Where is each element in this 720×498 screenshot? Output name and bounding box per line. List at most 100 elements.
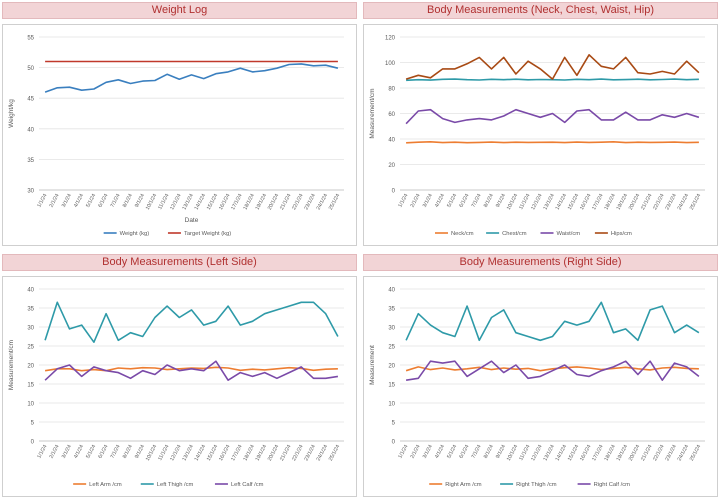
y-tick-label: 0 — [31, 440, 35, 446]
right-side-panel: Body Measurements (Right Side) 0 5 10 15 20 2… — [363, 254, 718, 497]
series-line — [44, 63, 339, 93]
y-tick-label: 100 — [385, 61, 396, 67]
y-tick-label: 35 — [27, 307, 34, 313]
legend-label: Chest/cm — [502, 231, 527, 237]
legend-label: Weight (kg) — [120, 231, 150, 237]
x-tick-label: 4/1/24 — [434, 444, 446, 460]
x-tick-label: 9/1/24 — [134, 193, 146, 209]
y-tick-label: 35 — [388, 307, 395, 313]
x-tick-label: 7/1/24 — [110, 444, 122, 460]
x-tick-label: 3/1/24 — [422, 444, 434, 460]
x-tick-label: 9/1/24 — [495, 444, 507, 460]
chart-area: 0 20 40 60 80 100 120 1/1/24 2/1/24 3/1/24 4/1/24 5… — [363, 24, 718, 246]
y-tick-label: 30 — [388, 326, 395, 332]
x-tick-label: 7/1/24 — [471, 193, 483, 209]
x-tick-label: 4/1/24 — [434, 193, 446, 209]
x-axis-title: Date — [185, 217, 199, 224]
x-tick-label: 5/1/24 — [446, 444, 458, 460]
chart-area: 0 5 10 15 20 25 30 35 40 1/1/24 2/1/24 3/1/24 4/1/24… — [363, 276, 718, 497]
legend-label: Left Calf /cm — [231, 482, 264, 488]
x-tick-label: 3/1/24 — [61, 444, 73, 460]
x-tick-label: 25/1/24 — [328, 444, 341, 462]
y-tick-label: 20 — [27, 364, 34, 370]
y-tick-label: 40 — [388, 288, 395, 294]
y-tick-label: 60 — [388, 112, 395, 118]
series-line — [406, 141, 699, 144]
series-line — [405, 360, 700, 381]
y-tick-label: 5 — [31, 421, 35, 427]
series-line — [405, 301, 700, 342]
series-line — [405, 108, 700, 125]
series-line — [405, 53, 700, 80]
x-tick-label: 2/1/24 — [49, 193, 61, 209]
chart-title: Body Measurements (Left Side) — [2, 254, 357, 271]
legend-label: Right Calf /cm — [594, 482, 631, 488]
x-tick-label: 8/1/24 — [483, 193, 495, 209]
x-tick-label: 8/1/24 — [122, 444, 134, 460]
y-tick-label: 20 — [388, 163, 395, 169]
chart-area: 0 5 10 15 20 25 30 35 40 1/1/24 2/1/24 3/1/24 4/1/24… — [2, 276, 357, 497]
y-tick-label: 30 — [27, 326, 34, 332]
y-axis-title: Measurement/cm — [8, 340, 15, 390]
y-tick-label: 20 — [388, 364, 395, 370]
legend-label: Right Thigh /cm — [516, 482, 557, 488]
x-tick-label: 1/1/24 — [397, 193, 409, 209]
y-tick-label: 0 — [392, 440, 396, 446]
legend-label: Left Arm /cm — [89, 482, 122, 488]
body-measurements-panel: Body Measurements (Neck, Chest, Waist, H… — [363, 2, 718, 246]
y-tick-label: 5 — [392, 421, 396, 427]
x-tick-label: 9/1/24 — [134, 444, 146, 460]
chart-title: Weight Log — [2, 2, 357, 19]
y-tick-label: 55 — [27, 36, 34, 42]
x-tick-label: 3/1/24 — [422, 193, 434, 209]
y-tick-label: 0 — [392, 189, 396, 195]
chart-area: 30 35 40 45 50 55 1/1/24 2/1/24 3/1/24 4/1/24 5/1/… — [2, 24, 357, 246]
x-tick-label: 2/1/24 — [410, 193, 422, 209]
legend-label: Target Weight (kg) — [184, 231, 231, 237]
line-chart: 30 35 40 45 50 55 1/1/24 2/1/24 3/1/24 4/1/24 5/1/… — [8, 36, 344, 237]
legend-label: Right Arm /cm — [445, 482, 482, 488]
legend-label: Hips/cm — [611, 231, 632, 237]
y-tick-label: 30 — [27, 189, 34, 195]
x-tick-label: 5/1/24 — [85, 444, 97, 460]
chart-title: Body Measurements (Right Side) — [363, 254, 718, 271]
y-tick-label: 80 — [388, 87, 395, 93]
y-axis-title: Weight/kg — [8, 99, 15, 128]
x-tick-label: 1/1/24 — [397, 444, 409, 460]
x-tick-label: 7/1/24 — [471, 444, 483, 460]
series-line — [44, 360, 339, 381]
x-tick-label: 6/1/24 — [97, 444, 109, 460]
x-tick-label: 25/1/24 — [328, 193, 341, 211]
y-axis-title: Measurement/cm — [369, 88, 376, 138]
x-tick-label: 6/1/24 — [458, 193, 470, 209]
y-tick-label: 15 — [388, 383, 395, 389]
x-tick-label: 3/1/24 — [61, 193, 73, 209]
line-chart: 0 20 40 60 80 100 120 1/1/24 2/1/24 3/1/24 4/1/24 5… — [369, 36, 705, 237]
y-axis-title: Measurement — [369, 345, 376, 385]
legend-label: Neck/cm — [451, 231, 474, 237]
y-tick-label: 40 — [27, 288, 34, 294]
x-tick-label: 25/1/24 — [689, 193, 702, 211]
y-tick-label: 40 — [388, 138, 395, 144]
y-tick-label: 45 — [27, 97, 34, 103]
x-tick-label: 2/1/24 — [49, 444, 61, 460]
x-tick-label: 8/1/24 — [122, 193, 134, 209]
legend-label: Waist/cm — [557, 231, 581, 237]
series-line — [405, 366, 699, 372]
y-tick-label: 10 — [27, 402, 34, 408]
x-tick-label: 5/1/24 — [446, 193, 458, 209]
y-tick-label: 120 — [385, 36, 396, 42]
chart-title: Body Measurements (Neck, Chest, Waist, H… — [363, 2, 718, 19]
x-tick-label: 2/1/24 — [410, 444, 422, 460]
line-chart: 0 5 10 15 20 25 30 35 40 1/1/24 2/1/24 3/1/24 4/1/24… — [369, 288, 705, 488]
left-side-panel: Body Measurements (Left Side) 0 5 10 15 20 25… — [2, 254, 357, 497]
y-tick-label: 15 — [27, 383, 34, 389]
x-tick-label: 25/1/24 — [689, 444, 702, 462]
x-tick-label: 6/1/24 — [458, 444, 470, 460]
x-tick-label: 4/1/24 — [73, 193, 85, 209]
x-tick-label: 1/1/24 — [36, 444, 48, 460]
y-tick-label: 40 — [27, 127, 34, 133]
y-tick-label: 10 — [388, 402, 395, 408]
x-tick-label: 9/1/24 — [495, 193, 507, 209]
legend-label: Left Thigh /cm — [157, 482, 194, 488]
